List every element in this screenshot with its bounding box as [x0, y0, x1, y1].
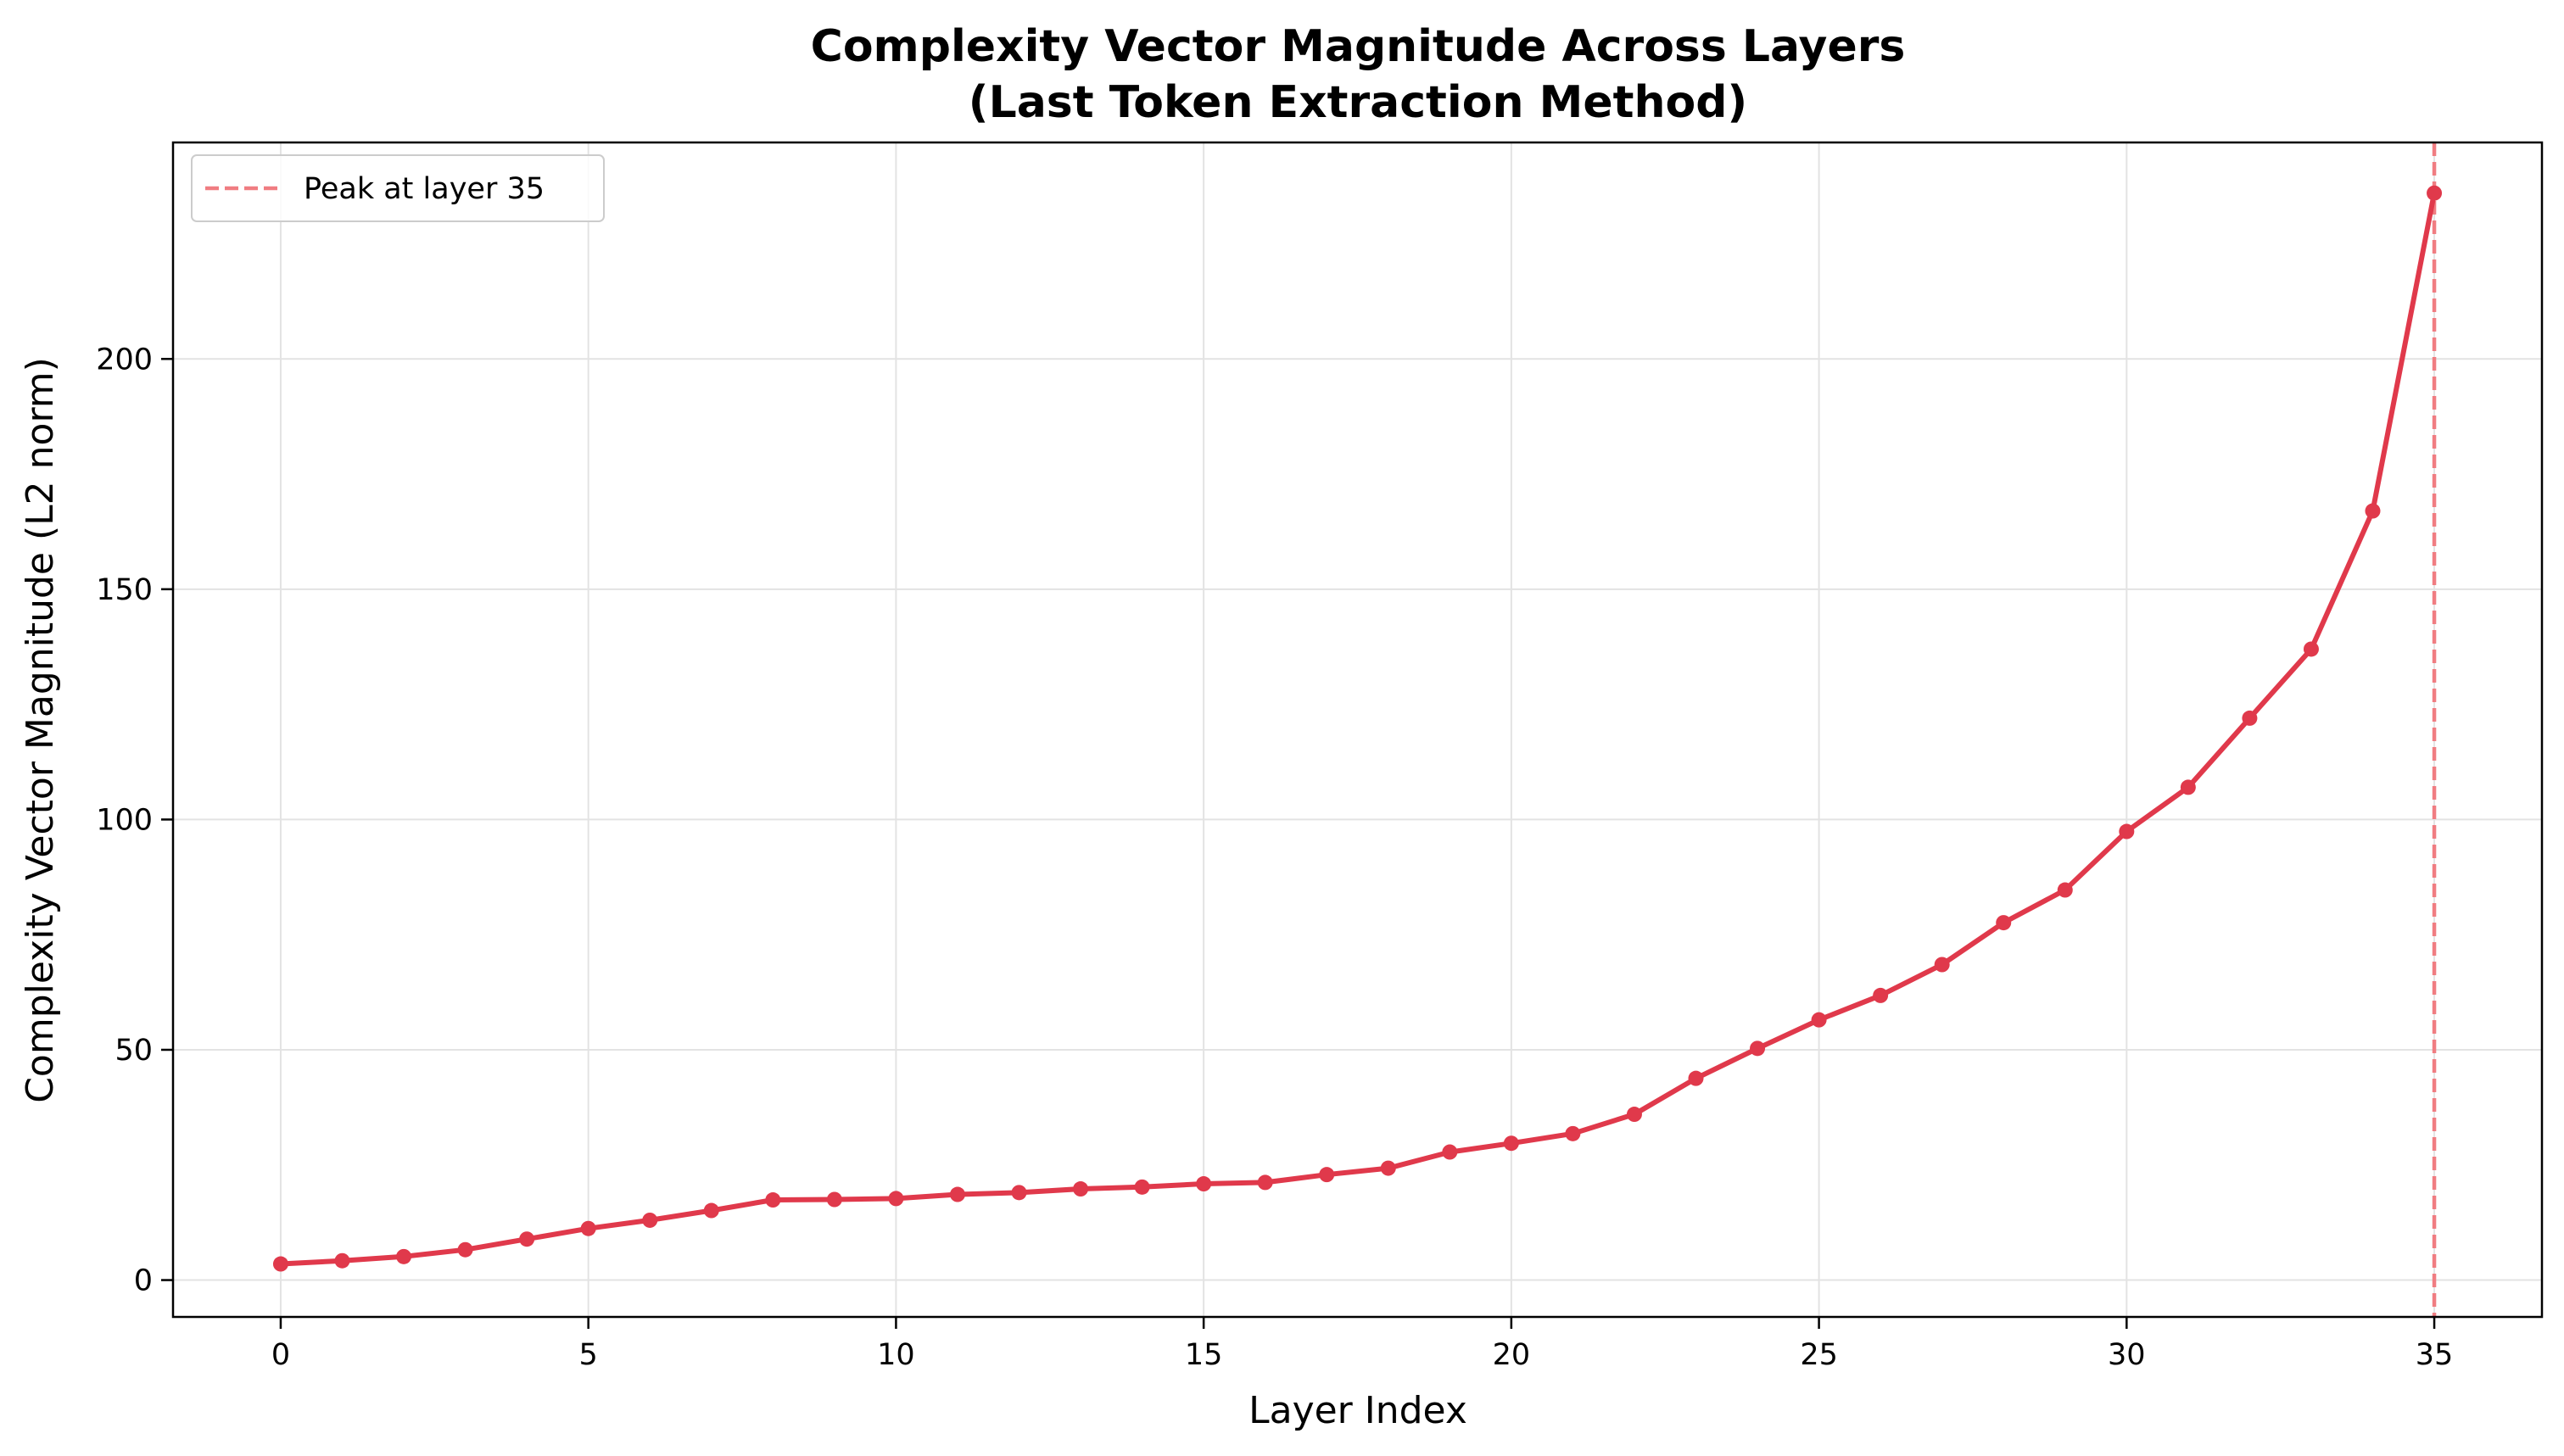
data-point — [519, 1231, 535, 1247]
x-tick-label: 10 — [877, 1338, 915, 1372]
series-line-group — [278, 190, 2437, 1267]
series-line — [278, 190, 2437, 1267]
x-tick-label: 15 — [1185, 1338, 1223, 1372]
data-point — [1996, 915, 2012, 931]
y-axis-label: Complexity Vector Magnitude (L2 norm) — [19, 357, 62, 1103]
data-point — [826, 1191, 842, 1208]
x-tick-label: 35 — [2416, 1338, 2454, 1372]
plot-frame — [171, 141, 2544, 1319]
data-point — [642, 1212, 658, 1228]
data-point — [1011, 1185, 1027, 1201]
data-point — [1873, 987, 1889, 1003]
data-point — [2180, 779, 2196, 795]
data-point — [1134, 1179, 1150, 1195]
y-tick-label: 0 — [134, 1264, 153, 1298]
y-tick-label: 50 — [115, 1034, 153, 1068]
data-point — [1565, 1125, 1581, 1141]
data-point — [1442, 1144, 1458, 1160]
x-axis-ticks: 0 5 10 15 20 25 30 35 — [271, 1317, 2454, 1372]
data-point — [1688, 1070, 1704, 1086]
data-point — [2057, 882, 2073, 898]
y-tick-label: 200 — [96, 343, 153, 377]
y-axis-ticks: 0 50 100 150 200 — [96, 343, 173, 1298]
data-point — [1750, 1040, 1766, 1057]
legend-box — [191, 154, 605, 222]
x-tick-label: 5 — [579, 1338, 598, 1372]
data-point — [765, 1192, 781, 1208]
data-point — [580, 1220, 596, 1236]
data-point — [1319, 1167, 1335, 1183]
data-point — [949, 1186, 965, 1202]
y-tick-label: 150 — [96, 573, 153, 607]
data-point — [457, 1241, 473, 1258]
x-tick-label: 0 — [271, 1338, 290, 1372]
chart-title-line1: Complexity Vector Magnitude Across Layer… — [811, 21, 1906, 72]
data-point — [703, 1202, 719, 1219]
data-point — [1073, 1181, 1089, 1197]
data-point — [1626, 1107, 1642, 1123]
grid — [173, 142, 2542, 1317]
data-point — [396, 1248, 412, 1264]
x-tick-label: 20 — [1493, 1338, 1531, 1372]
data-point — [1811, 1012, 1827, 1028]
legend-label: Peak at layer 35 — [304, 172, 545, 206]
data-point — [1380, 1160, 1396, 1176]
data-point — [2119, 823, 2135, 840]
data-point — [1934, 957, 1950, 973]
data-point — [1257, 1174, 1273, 1191]
legend: Peak at layer 35 — [191, 154, 605, 222]
data-point — [2427, 185, 2443, 201]
data-point — [2365, 503, 2381, 519]
series-points-group — [272, 185, 2443, 1272]
data-point — [2242, 710, 2258, 726]
data-point — [1196, 1176, 1212, 1192]
y-tick-label: 100 — [96, 803, 153, 837]
x-axis-label: Layer Index — [1248, 1389, 1467, 1432]
chart-title-line2: (Last Token Extraction Method) — [969, 77, 1747, 128]
data-point — [272, 1256, 288, 1272]
data-point — [888, 1191, 904, 1207]
data-point — [1503, 1135, 1519, 1152]
data-point — [2303, 641, 2319, 657]
data-point — [334, 1252, 350, 1269]
x-tick-label: 30 — [2108, 1338, 2146, 1372]
x-tick-label: 25 — [1800, 1338, 1838, 1372]
